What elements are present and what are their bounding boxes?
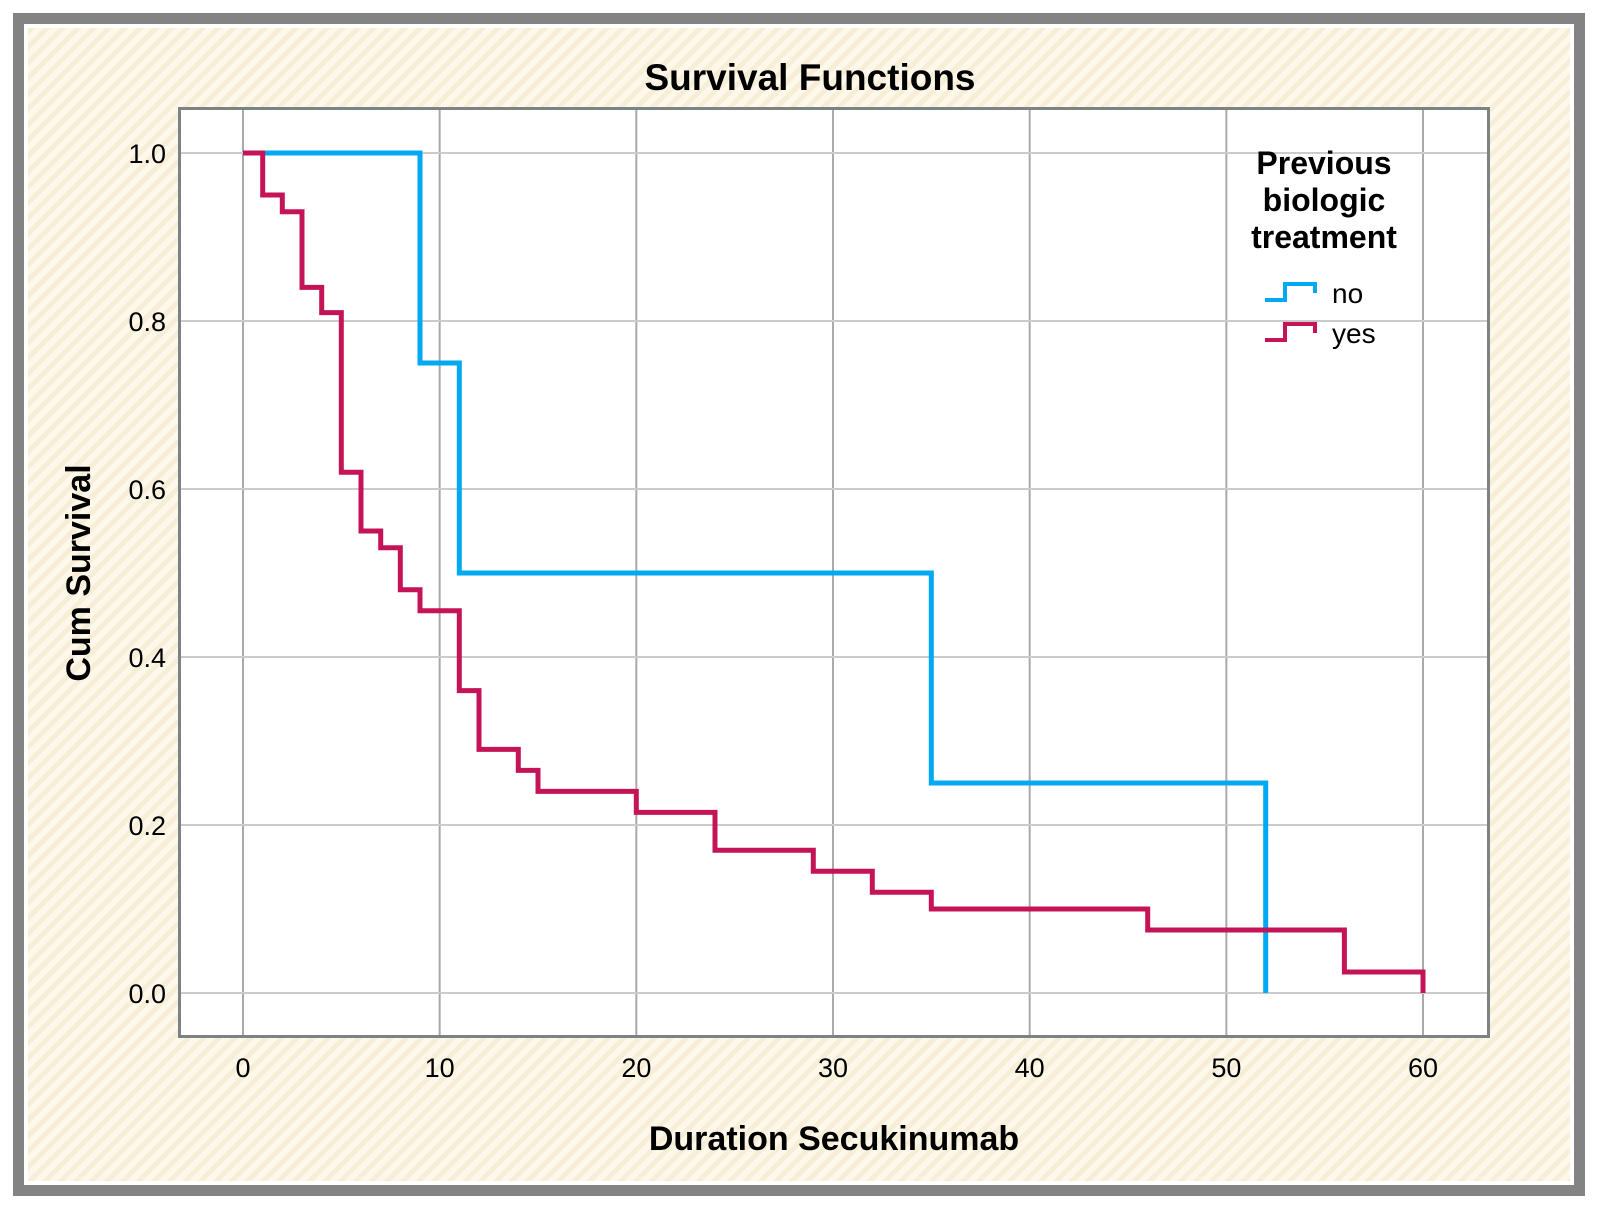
axis-tick-labels: 0 10 20 30 40 50 60 0.0 0.2 0.4 0.6 0.8 1.0 — [128, 139, 1438, 1083]
x-tick-label: 20 — [621, 1053, 651, 1083]
outer-gray-frame: 0 10 20 30 40 50 60 0.0 0.2 0.4 0.6 0.8 1.0 Survival… — [13, 13, 1585, 1196]
y-tick-label: 0.6 — [128, 475, 166, 505]
x-tick-label: 50 — [1211, 1053, 1241, 1083]
x-axis-title: Duration Secukinumab — [649, 1120, 1019, 1158]
y-axis-title: Cum Survival — [60, 464, 98, 681]
legend-title-line: treatment — [1251, 219, 1397, 255]
y-tick-label: 0.2 — [128, 811, 166, 841]
legend-item-yes: yes — [1265, 318, 1376, 349]
survival-curve-no — [243, 150, 1269, 993]
legend-label-yes: yes — [1332, 318, 1376, 349]
y-tick-label: 0.4 — [128, 643, 166, 673]
legend-item-no: no — [1265, 278, 1363, 309]
step-line-sample-icon — [1265, 322, 1317, 342]
x-tick-label: 30 — [818, 1053, 848, 1083]
y-tick-label: 0.0 — [128, 979, 166, 1009]
plot-frame — [178, 107, 1490, 1038]
legend-title-line: Previous — [1256, 145, 1391, 181]
chart-title: Survival Functions — [644, 57, 975, 98]
survival-curves — [243, 150, 1426, 993]
survival-plot: 0 10 20 30 40 50 60 0.0 0.2 0.4 0.6 0.8 1.0 Survival… — [60, 57, 1490, 1158]
x-tick-label: 10 — [425, 1053, 455, 1083]
y-tick-label: 1.0 — [128, 139, 166, 169]
chart-canvas: 0 10 20 30 40 50 60 0.0 0.2 0.4 0.6 0.8 1.0 Survival… — [28, 28, 1570, 1181]
x-tick-label: 40 — [1015, 1053, 1045, 1083]
step-line-sample-icon — [1265, 282, 1317, 302]
x-tick-label: 60 — [1408, 1053, 1438, 1083]
y-tick-label: 0.8 — [128, 307, 166, 337]
legend-title-line: biologic — [1263, 182, 1386, 218]
x-tick-label: 0 — [235, 1053, 250, 1083]
legend-label-no: no — [1332, 278, 1363, 309]
legend: Previous biologic treatment no yes — [1251, 145, 1397, 349]
survival-curve-yes — [243, 150, 1426, 993]
